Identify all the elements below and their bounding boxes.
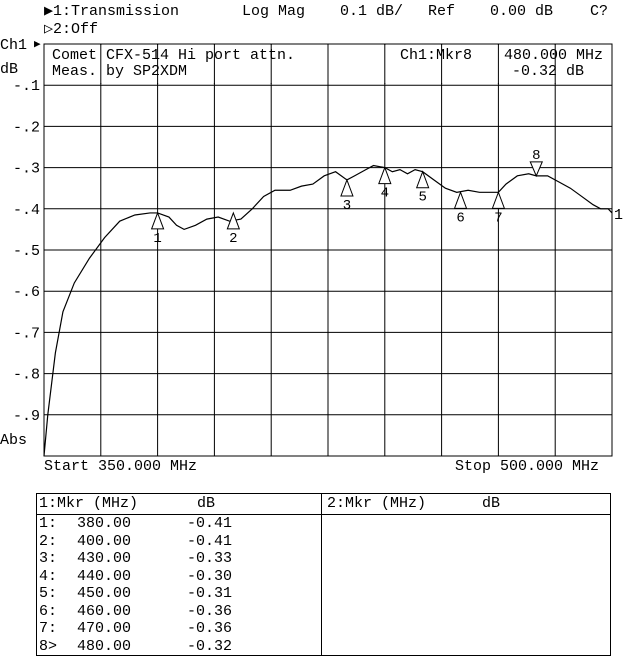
marker-triangle-active bbox=[529, 161, 544, 178]
marker-freq: 460.00 bbox=[77, 602, 132, 620]
marker-id: 7: bbox=[39, 620, 58, 637]
marker-db: -0.33 bbox=[187, 550, 233, 567]
marker-table: 1:Mkr (MHz) dB 2:Mkr (MHz) dB 1: 380.00 -0… bbox=[36, 493, 611, 656]
marker-freq: 480.00 bbox=[77, 637, 132, 655]
marker-db: -0.31 bbox=[187, 585, 233, 602]
marker-id: 2: bbox=[39, 532, 58, 550]
marker-id: 6: bbox=[39, 602, 58, 620]
y-tick-label: -.2 bbox=[13, 119, 40, 136]
y-tick-label: -.3 bbox=[13, 161, 40, 178]
title-line-1: Comet CFX-514 Hi port attn. bbox=[52, 47, 296, 64]
y-tick-label: -.7 bbox=[13, 325, 40, 342]
y-tick-label: -.1 bbox=[13, 78, 40, 95]
stop-freq: Stop 500.000 MHz bbox=[455, 458, 600, 475]
reference-level-label: 1 bbox=[614, 207, 623, 224]
marker-triangle bbox=[150, 211, 165, 230]
marker-db: -0.41 bbox=[187, 515, 233, 532]
marker-number: 2 bbox=[229, 231, 237, 247]
ref-label: Ref bbox=[428, 3, 456, 20]
channel1-trace-label: ▶1:Transmission bbox=[44, 3, 180, 20]
ref-value: 0.00 dB bbox=[490, 3, 554, 20]
marker-id: 8> bbox=[39, 637, 58, 655]
marker-db: -0.30 bbox=[187, 567, 233, 585]
active-marker-label: Ch1:Mkr8 bbox=[400, 47, 473, 64]
marker-freq: 440.00 bbox=[77, 567, 132, 585]
abs-label: Abs bbox=[0, 432, 28, 449]
y-tick-label: -.9 bbox=[13, 408, 40, 425]
ch2-header-mkr: 2:Mkr (MHz) bbox=[327, 495, 427, 512]
marker-number: 5 bbox=[418, 190, 426, 206]
marker-freq: 400.00 bbox=[77, 532, 132, 550]
marker-db: -0.41 bbox=[187, 532, 233, 550]
marker-db: -0.36 bbox=[187, 620, 233, 637]
format-label: Log Mag bbox=[242, 3, 306, 20]
marker-triangle bbox=[453, 190, 468, 209]
ch1-header-mkr: 1:Mkr (MHz) bbox=[39, 495, 139, 512]
marker-triangle bbox=[415, 170, 430, 189]
marker-number: 1 bbox=[153, 231, 161, 247]
scale-label: 0.1 dB/ bbox=[340, 3, 404, 20]
marker-id: 3: bbox=[39, 550, 58, 567]
y-tick-label: -.4 bbox=[13, 202, 40, 219]
marker-number: 3 bbox=[343, 198, 351, 214]
marker-number: 7 bbox=[494, 210, 502, 226]
marker-id: 4: bbox=[39, 567, 58, 585]
marker-number: 4 bbox=[381, 186, 389, 202]
trace-line bbox=[43, 164, 613, 457]
y-tick-label: -.6 bbox=[13, 284, 40, 301]
ch1-header-db: dB bbox=[197, 495, 216, 512]
marker-id: 5: bbox=[39, 585, 58, 602]
channel-label: Ch1 bbox=[0, 37, 28, 54]
cal-status: C? bbox=[590, 3, 609, 20]
marker-freq: 430.00 bbox=[77, 550, 132, 567]
channel-pointer-icon: ▶ bbox=[34, 39, 41, 51]
y-tick-label: -.8 bbox=[13, 367, 40, 384]
y-tick-label: -.5 bbox=[13, 243, 40, 260]
marker-triangle bbox=[340, 178, 354, 197]
marker-id: 1: bbox=[39, 515, 58, 532]
marker-freq: 380.00 bbox=[77, 515, 132, 532]
marker-triangle bbox=[378, 166, 392, 185]
table-divider bbox=[321, 494, 322, 655]
title-line-2: Meas. by SP2XDM bbox=[52, 63, 188, 80]
marker-number: 8 bbox=[532, 148, 540, 164]
marker-triangle bbox=[226, 211, 241, 230]
marker-triangle bbox=[491, 190, 506, 209]
marker-number: 6 bbox=[456, 210, 464, 226]
active-marker-value: -0.32 dB bbox=[512, 63, 585, 80]
start-freq: Start 350.000 MHz bbox=[44, 458, 198, 475]
ch2-header-db: dB bbox=[482, 495, 501, 512]
unit-label: dB bbox=[0, 61, 19, 78]
channel2-trace-label: ▷2:Off bbox=[44, 21, 99, 38]
marker-freq: 450.00 bbox=[77, 585, 132, 602]
active-marker-freq: 480.000 MHz bbox=[504, 47, 604, 64]
marker-table-header: 1:Mkr (MHz) dB 2:Mkr (MHz) dB bbox=[37, 494, 610, 515]
marker-db: -0.36 bbox=[187, 602, 233, 620]
marker-freq: 470.00 bbox=[77, 620, 132, 637]
marker-db: -0.32 bbox=[187, 637, 233, 655]
